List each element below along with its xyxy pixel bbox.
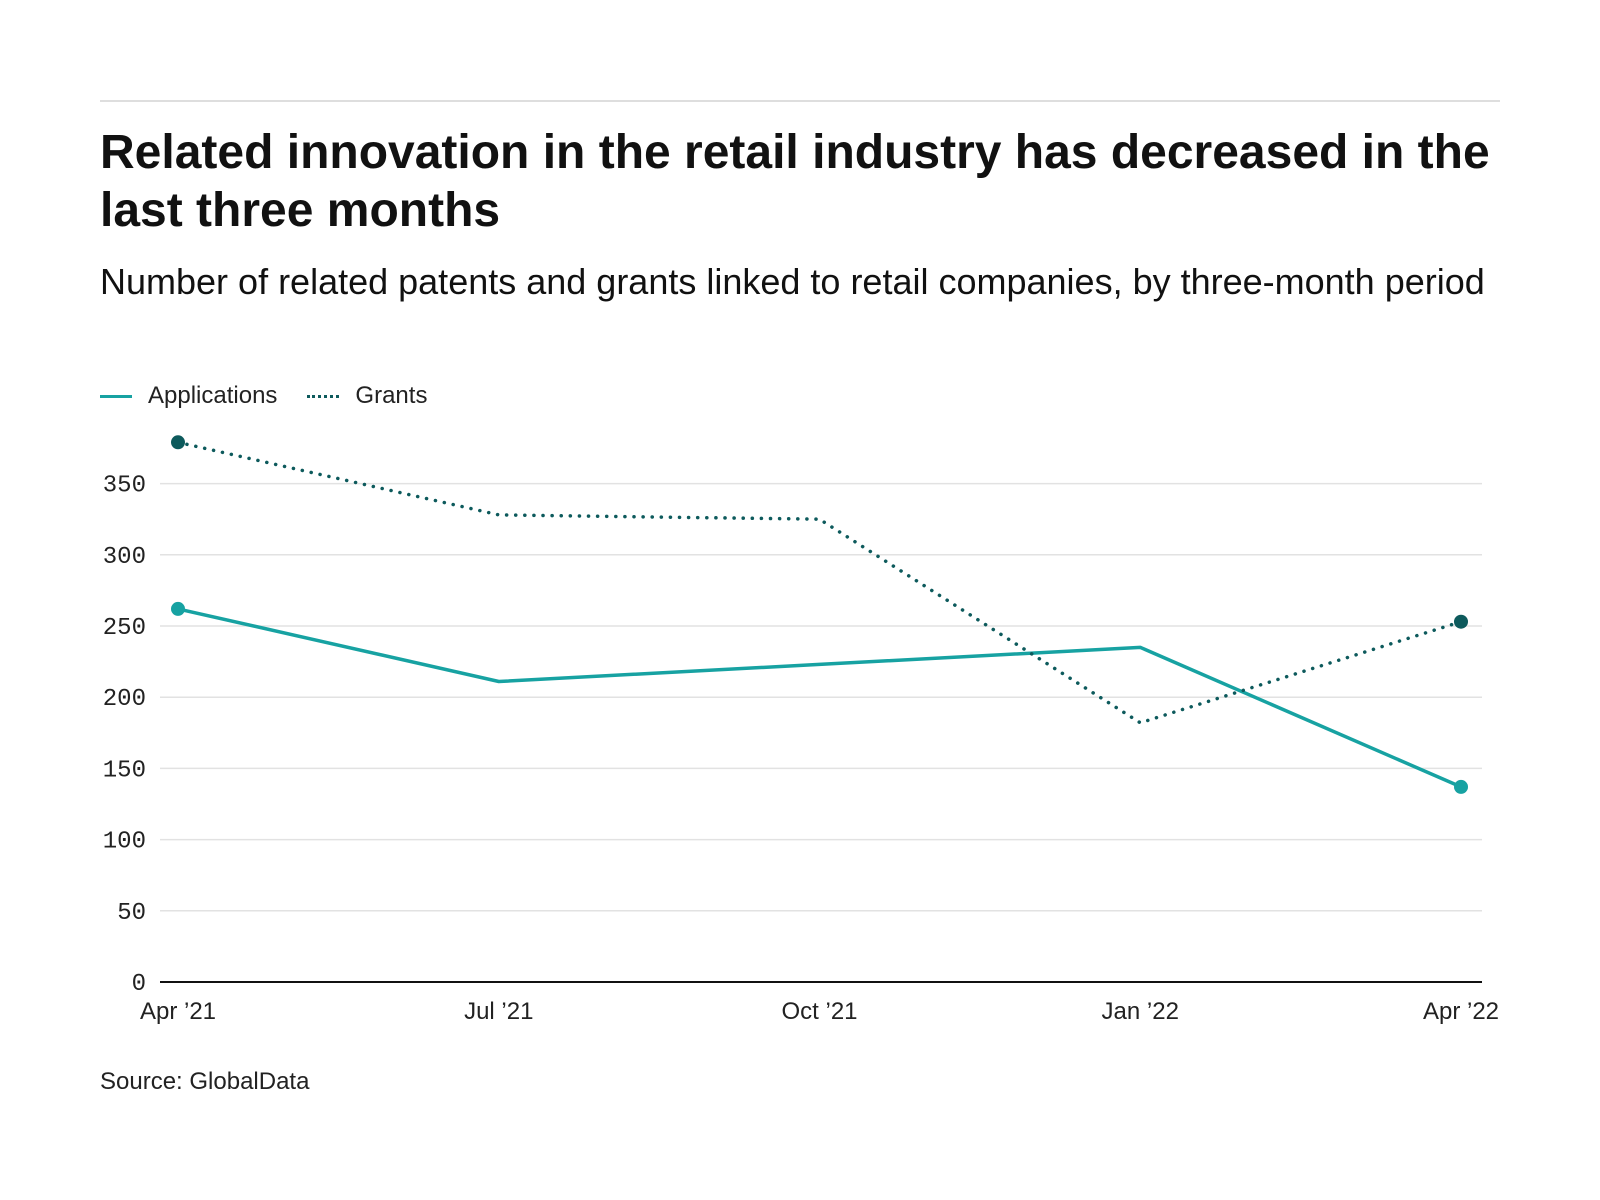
data-point-grants-4: [1454, 614, 1468, 629]
series-line-applications: [176, 607, 1463, 789]
y-tick-label-250: 250: [103, 615, 146, 642]
y-tick-label-200: 200: [103, 686, 146, 713]
legend-label-applications: Applications: [148, 382, 278, 409]
y-tick-label-50: 50: [117, 900, 146, 927]
x-tick-label-4: Apr ’22: [1423, 998, 1499, 1025]
y-tick-label-300: 300: [103, 544, 146, 571]
legend-item-grants: Grants: [307, 382, 427, 410]
data-point-applications-4: [1454, 779, 1468, 794]
x-tick-label-1: Jul ’21: [464, 998, 533, 1025]
x-tick-label-3: Jan ’22: [1102, 998, 1179, 1025]
chart-subtitle: Number of related patents and grants lin…: [100, 261, 1485, 302]
chart-title: Related innovation in the retail industr…: [100, 126, 1490, 237]
y-tick-label-100: 100: [103, 829, 146, 856]
x-tick-label-0: Apr ’21: [140, 998, 216, 1025]
legend-swatch-grants: [307, 394, 340, 398]
data-point-grants-0: [171, 435, 185, 450]
legend-swatch-applications: [100, 394, 132, 398]
data-point-applications-0: [171, 601, 185, 616]
y-tick-label-150: 150: [103, 757, 146, 784]
legend-label-grants: Grants: [355, 382, 428, 409]
source-note: Source: GlobalData: [100, 1068, 310, 1095]
y-tick-label-350: 350: [103, 473, 146, 500]
legend: Applications Grants: [100, 378, 457, 414]
x-tick-label-2: Oct ’21: [781, 998, 857, 1025]
y-tick-label-0: 0: [132, 971, 146, 998]
legend-item-applications: Applications: [100, 382, 277, 410]
top-rule: [100, 100, 1500, 102]
series-line-grants: [176, 440, 1463, 725]
